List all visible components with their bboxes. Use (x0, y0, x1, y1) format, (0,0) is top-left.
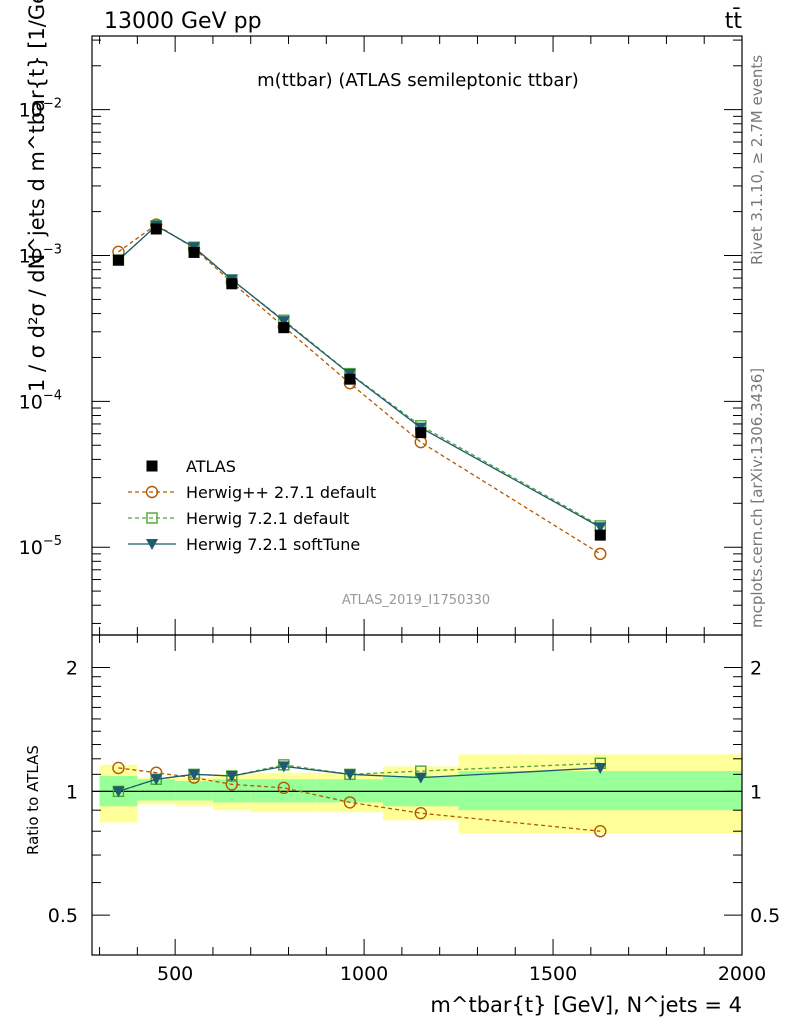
data-point (225, 770, 238, 782)
ratio-series-line (118, 765, 601, 792)
data-point (146, 460, 158, 472)
band-inner (175, 780, 213, 801)
data-point (277, 781, 290, 795)
x-tick-label: 1500 (529, 963, 577, 985)
data-point (112, 786, 125, 798)
data-point (277, 761, 290, 773)
data-point (343, 769, 356, 781)
data-point (188, 769, 201, 781)
mcplots-label: mcplots.cern.ch [arXiv:1306.3436] (748, 368, 766, 628)
series-line (118, 224, 601, 527)
data-point (594, 529, 606, 541)
y-tick-label: 2 (66, 658, 78, 680)
data-point (277, 316, 290, 328)
data-point (414, 806, 427, 820)
main-title: m(ttbar) (ATLAS semileptonic ttbar) (257, 70, 579, 91)
y-tick-label: 10−5 (19, 534, 62, 559)
analysis-tag: ATLAS_2019_I1750330 (342, 593, 490, 608)
data-point (344, 373, 356, 385)
ratio-series-line (118, 762, 601, 792)
legend-label: Herwig 7.2.1 default (186, 509, 349, 528)
y-tick-label: 2 (750, 658, 762, 680)
data-point (343, 796, 357, 809)
data-point (594, 825, 607, 838)
ratio-frame (91, 634, 743, 956)
ratio-panel: 500 1000 1500 2000 0.5 0.5 1 1 2 2 Ratio to ATLAS… (24, 634, 780, 1017)
data-point (188, 246, 200, 258)
band-inner (458, 771, 742, 811)
legend-label: Herwig++ 2.7.1 default (186, 483, 376, 502)
series-line (118, 223, 601, 555)
y-tick-label: 1 (750, 781, 762, 803)
data-point (146, 539, 158, 550)
data-point (145, 485, 159, 499)
legend: ATLAS Herwig++ 2.7.1 default Herwig 7.2.1 … (128, 457, 376, 554)
data-point (278, 322, 290, 334)
process-label: tt̄ (725, 8, 743, 34)
ratio-ylabel: Ratio to ATLAS (24, 745, 42, 855)
data-point (594, 522, 607, 534)
legend-label: Herwig 7.2.1 softTune (186, 535, 360, 554)
data-point (112, 254, 124, 266)
legend-label: ATLAS (186, 457, 236, 476)
xlabel: m^tbar{t} [GeV], N^jets = 4 (430, 993, 742, 1017)
data-point (112, 761, 125, 775)
x-tick-label: 1000 (340, 963, 388, 985)
y-tick-label: 0.5 (750, 905, 780, 927)
data-point (414, 435, 427, 449)
y-tick-label: 1 (66, 781, 78, 803)
data-point (415, 427, 427, 439)
series-line (118, 224, 601, 528)
x-tick-label: 2000 (718, 963, 766, 985)
data-point (594, 547, 607, 561)
energy-label: 13000 GeV pp (104, 9, 262, 34)
data-point (146, 512, 158, 524)
y-tick-label: 0.5 (48, 905, 78, 927)
x-tick-label: 500 (157, 963, 193, 985)
main-panel: 10−510−410−310−2 m(ttbar) (ATLAS semilep… (19, 0, 743, 636)
y-tick-label: 10−4 (19, 388, 62, 413)
main-ylabel: 1 / σ d²σ / dN^jets d m^tbar{t} [1/GeV] (25, 0, 49, 392)
band-inner (137, 779, 176, 801)
data-point (414, 772, 427, 784)
data-point (150, 774, 163, 786)
ratio-series-line (118, 767, 601, 832)
data-point (594, 762, 607, 774)
data-point (150, 223, 162, 235)
data-point (226, 278, 238, 290)
rivet-label: Rivet 3.1.10, ≥ 2.7M events (748, 55, 766, 265)
